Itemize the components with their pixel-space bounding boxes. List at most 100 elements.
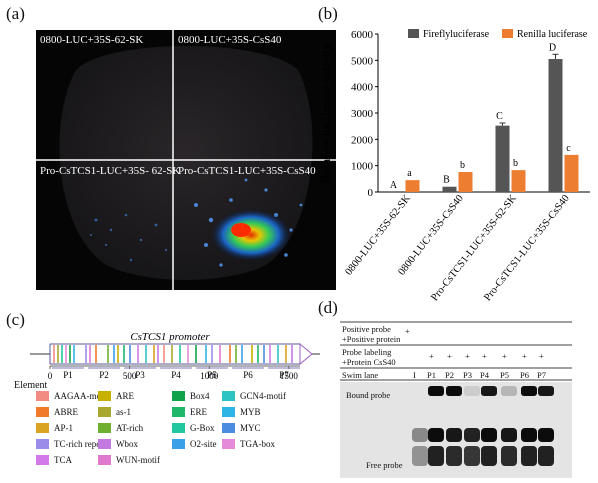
significance-letter: D [549, 42, 556, 53]
element-name: Wbox [116, 439, 138, 449]
element-legend-item: MYC [222, 423, 261, 433]
free-band [501, 428, 517, 442]
scale-tick-label: 500 [123, 371, 137, 381]
bar-firefly-4 [548, 59, 563, 193]
element-name: MYB [240, 407, 261, 417]
free-band-lower [521, 446, 537, 466]
lane-label: P3 [463, 370, 472, 380]
lane-label: P1 [427, 370, 436, 380]
element-name: AT-rich [116, 423, 144, 433]
caption-bottom-right: Pro-CsTCS1-LUC+35S-CsS40 [178, 165, 316, 177]
element-legend-item: ARE [98, 391, 134, 401]
element-color-swatch [172, 407, 185, 417]
y-tick-label: 5000 [351, 55, 374, 67]
x-category-label: Pro-CsTCS1-LUC+35S-CsS40 [482, 193, 572, 303]
element-legend-item: O2-site [172, 439, 217, 449]
emsa-panel: Positive probe +Positive protein Probe l… [340, 318, 572, 478]
element-color-swatch [222, 391, 235, 401]
significance-letter: b [513, 158, 518, 169]
luciferase-bar-chart: 0 1000 2000 3000 4000 5000 6000 Relative lucife… [318, 29, 590, 304]
bar-renilla-3 [511, 170, 526, 192]
element-color-swatch [172, 423, 185, 433]
free-band [446, 428, 462, 442]
free-band-lower [481, 446, 497, 466]
free-band [412, 428, 428, 442]
legend-label: Renilla luciferase [517, 29, 588, 40]
y-axis-title: Relative luciferase activity [318, 43, 333, 183]
element-name: Box4 [190, 391, 210, 401]
lane-label: P2 [445, 370, 454, 380]
y-tick-label: 4000 [351, 82, 374, 94]
bound-band [521, 386, 537, 396]
caption-bottom-left: Pro-CsTCS1-LUC+35S- 62-SK [40, 165, 181, 177]
significance-letter: A [390, 180, 398, 191]
promoter-diagram: CsTCS1 promoter P1 P2 P3 P4 P5 P6 P7 [30, 331, 320, 380]
y-tick-label: 1000 [351, 161, 374, 173]
free-band [428, 428, 444, 442]
segment-label: P3 [135, 370, 145, 380]
y-tick-label: 0 [368, 187, 374, 199]
bar-firefly-2 [442, 186, 457, 192]
free-band-lower [428, 446, 444, 466]
promoter-arrow [299, 342, 313, 366]
panel-label-c: (c) [6, 310, 25, 329]
segment-label: P1 [63, 370, 73, 380]
element-legend-item: G-Box [172, 423, 215, 433]
caption-top-left: 0800-LUC+35S-62-SK [40, 34, 144, 46]
element-legend-item: AAGAA-motif [36, 391, 109, 401]
free-band-lower [538, 446, 554, 466]
legend-swatch [408, 29, 419, 38]
panel-label-b: (b) [318, 4, 338, 23]
lane-label: P7 [537, 370, 546, 380]
element-name: ARE [116, 391, 134, 401]
free-band-lower [412, 446, 428, 466]
scale-tick-label: 1500 [280, 371, 299, 381]
lane-label: P5 [500, 370, 509, 380]
legend-swatch [502, 29, 513, 38]
promoter-title: CsTCS1 promoter [130, 331, 210, 343]
y-tick-label: 3000 [351, 108, 374, 120]
element-legend-item: WUN-motif [98, 455, 160, 465]
free-band [521, 428, 537, 442]
probe-plus-mark: + [447, 351, 452, 361]
significance-letter: B [443, 175, 450, 186]
x-category-label: Pro-CsTCS1-LUC+35S-62-SK [429, 193, 519, 304]
bar-firefly-3 [495, 125, 510, 192]
panel-label-a: (a) [6, 4, 25, 23]
element-color-swatch [36, 439, 49, 449]
significance-letter: C [496, 111, 503, 122]
row-probe-label: Probe labeling +Protein CsS40 [342, 347, 396, 367]
segment-label: P4 [171, 370, 181, 380]
element-legend-item: AP-1 [36, 423, 73, 433]
probe-plus-mark: + [429, 351, 434, 361]
lane-label: P6 [520, 370, 529, 380]
element-color-swatch [36, 407, 49, 417]
element-legend-item: ERE [172, 407, 207, 417]
scale-tick-label: 1000 [200, 371, 219, 381]
free-band [481, 428, 497, 442]
bound-probe-label: Bound probe [346, 390, 391, 400]
segment-label: P7 [279, 370, 289, 380]
significance-letter: c [566, 143, 571, 154]
significance-letter: b [460, 160, 465, 171]
bound-band [538, 386, 554, 396]
element-name: TC-rich repeats [54, 439, 111, 449]
free-band [538, 428, 554, 442]
free-band-lower [464, 446, 480, 466]
element-legend-item: Wbox [98, 439, 138, 449]
element-legend-item: TCA [36, 455, 72, 465]
emsa-figure [340, 321, 572, 478]
element-heading: Element [14, 380, 48, 391]
element-color-swatch [172, 439, 185, 449]
element-name: ERE [190, 407, 207, 417]
element-color-swatch [222, 407, 235, 417]
element-color-swatch [36, 423, 49, 433]
element-legend-item: GCN4-motif [222, 391, 286, 401]
bound-band [481, 386, 497, 396]
row-positive-label: Positive probe +Positive protein [342, 324, 401, 344]
scale-tick-label: 0 [48, 371, 53, 381]
lane-label: P4 [480, 370, 489, 380]
free-band-lower [501, 446, 517, 466]
promoter-scale: 0 500 1000 1500 [48, 365, 300, 381]
element-name: AP-1 [54, 423, 74, 433]
